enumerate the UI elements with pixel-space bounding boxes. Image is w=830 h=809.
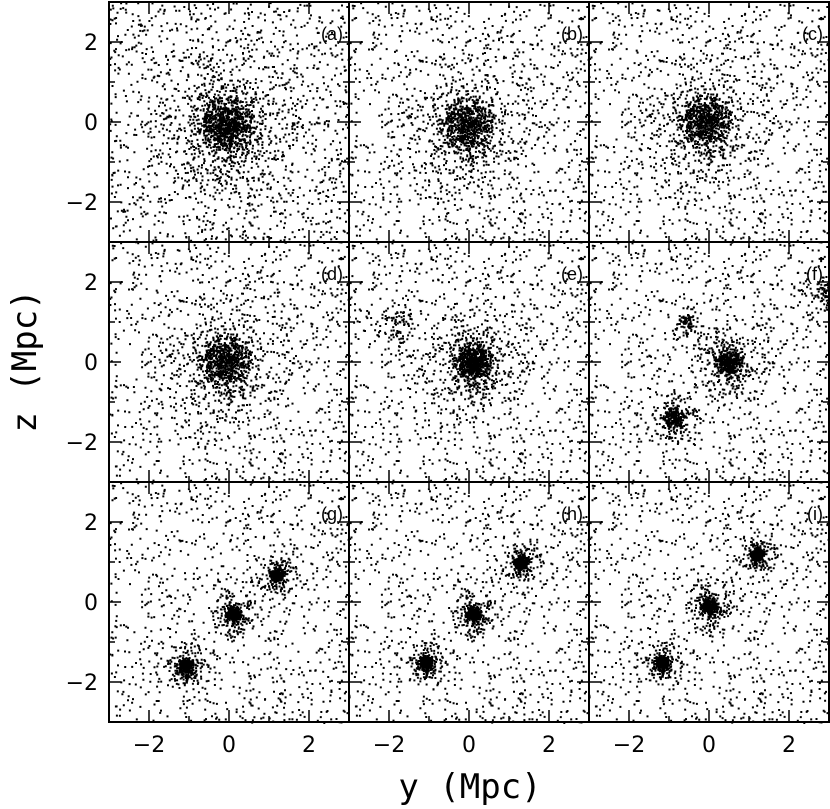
panel-grid: (a) (b) (c) (d) (e) (f) (g) (h) (i) <box>108 1 830 724</box>
panel-label: (e) <box>561 264 583 284</box>
data-points <box>109 242 351 484</box>
panel-b: (b) <box>348 1 591 245</box>
data-points <box>589 242 830 484</box>
x-tick-label: −2 <box>613 733 645 758</box>
x-tick-label: 2 <box>782 733 796 758</box>
x-tick-label: −2 <box>133 733 165 758</box>
x-tick-label: 0 <box>222 733 236 758</box>
data-points <box>349 482 591 724</box>
panel-i: (i) <box>588 481 830 724</box>
data-points <box>109 2 351 244</box>
y-tick-label: −2 <box>66 191 98 216</box>
y-tick-label: 2 <box>84 271 98 296</box>
panel-e: (e) <box>348 241 591 484</box>
y-tick-label: −2 <box>66 431 98 456</box>
x-axis-title: y (Mpc) <box>398 767 541 807</box>
y-tick-label: 0 <box>84 351 98 376</box>
panel-label: (d) <box>321 264 343 284</box>
x-tick-label: 0 <box>462 733 476 758</box>
y-axis-title: z (Mpc) <box>5 289 45 432</box>
data-points <box>349 2 591 245</box>
panel-label: (c) <box>802 24 823 44</box>
panel-label: (a) <box>321 24 343 44</box>
panel-a: (a) <box>108 1 351 244</box>
x-tick-label: 0 <box>702 733 716 758</box>
panel-h: (h) <box>348 481 591 724</box>
panel-c: (c) <box>588 1 830 244</box>
x-tick-label: 2 <box>302 733 316 758</box>
x-tick-label: 2 <box>542 733 556 758</box>
panel-label: (g) <box>321 504 343 524</box>
panel-label: (b) <box>561 24 583 44</box>
panel-label: (i) <box>807 504 823 524</box>
y-tick-labels: 2 0 −2 2 0 −2 2 0 −2 <box>66 31 98 696</box>
x-tick-labels: −2 0 2 −2 0 2 −2 0 2 <box>133 733 796 758</box>
data-points <box>109 482 351 724</box>
y-tick-label: 0 <box>84 591 98 616</box>
data-points <box>349 242 591 484</box>
panel-f: (f) <box>588 241 830 484</box>
panel-label: (f) <box>806 264 823 284</box>
y-tick-label: 2 <box>84 31 98 56</box>
data-points <box>589 2 830 244</box>
panel-label: (h) <box>561 504 583 524</box>
y-tick-label: −2 <box>66 671 98 696</box>
data-points <box>589 482 830 724</box>
panel-d: (d) <box>108 241 351 484</box>
panel-g: (g) <box>108 481 351 724</box>
y-tick-label: 2 <box>84 511 98 536</box>
x-tick-label: −2 <box>373 733 405 758</box>
y-tick-label: 0 <box>84 111 98 136</box>
